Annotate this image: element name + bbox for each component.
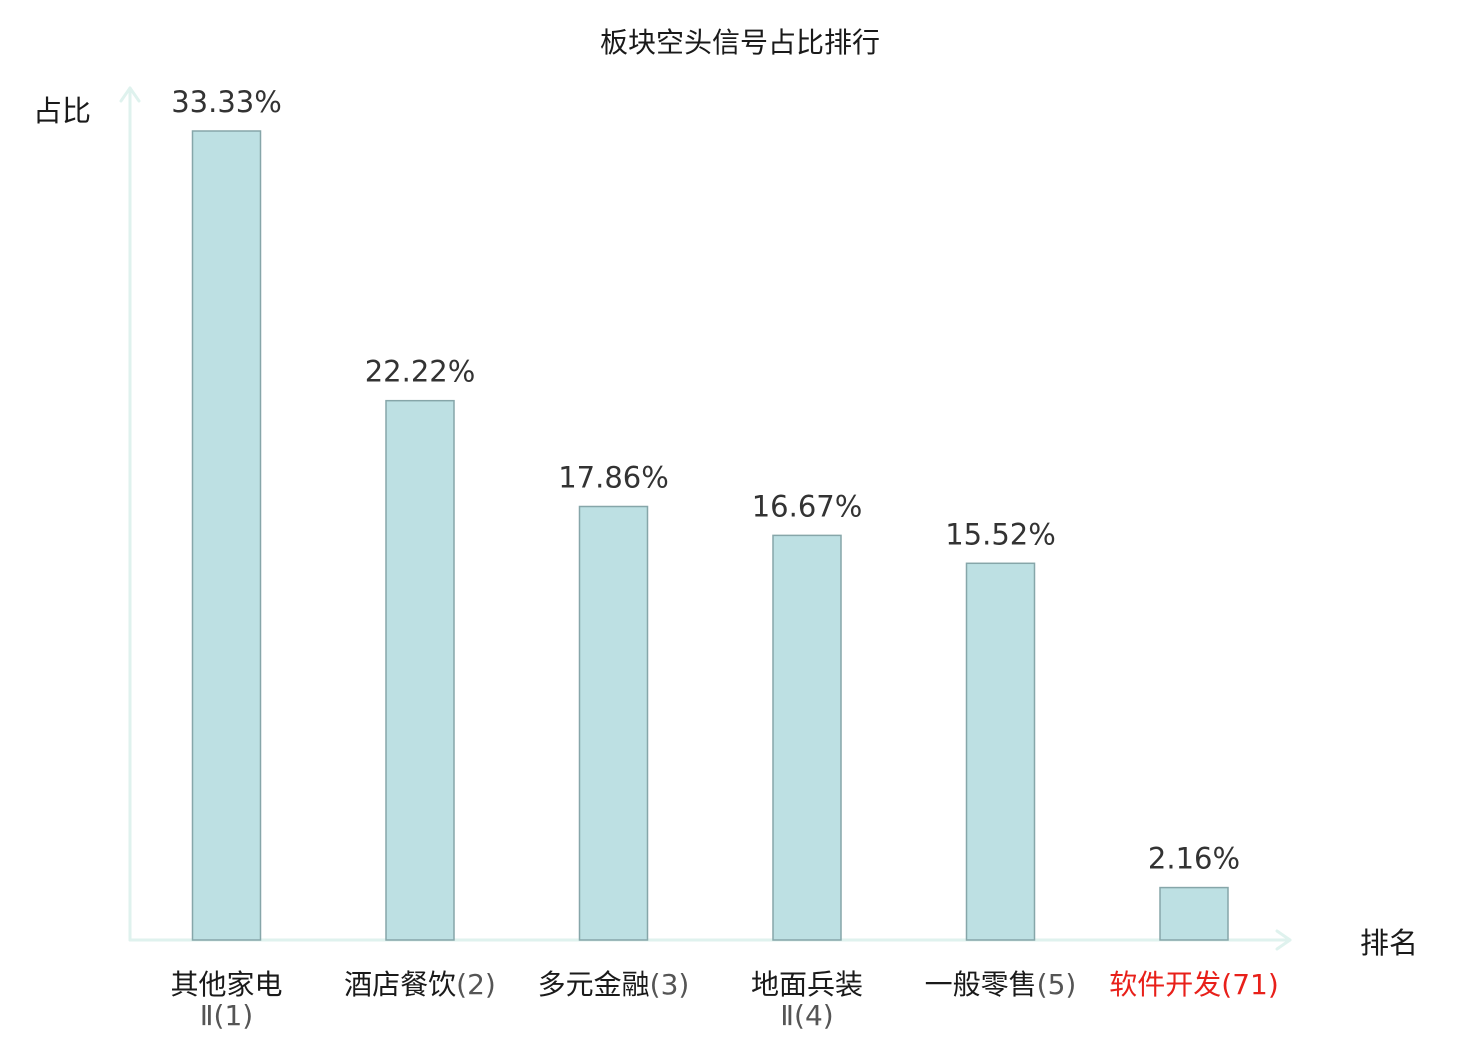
bars-group: 33.33% 其他家电 Ⅱ(1) 22.22% 酒店餐饮(2) 17.86% 多元金融(3)… <box>170 85 1278 1032</box>
y-axis-label: 占比 <box>33 94 91 128</box>
x-axis-label: 排名 <box>1360 926 1418 960</box>
data-label: 17.86% <box>558 460 669 494</box>
y-axis-arrow <box>119 86 141 103</box>
x-axis-arrow <box>1275 929 1292 951</box>
data-label: 16.67% <box>752 489 863 523</box>
data-label: 22.22% <box>365 355 476 389</box>
x-tick-label: 软件开发(71) <box>1109 968 1279 1001</box>
data-label: 15.52% <box>945 517 1056 551</box>
data-label: 2.16% <box>1148 842 1240 876</box>
x-tick-label: 一般零售(5) <box>925 968 1077 1001</box>
bar <box>1159 886 1229 941</box>
data-label: 33.33% <box>171 85 282 119</box>
bar <box>578 505 649 941</box>
bar <box>965 562 1036 941</box>
bar <box>191 130 262 941</box>
axes <box>119 86 1292 951</box>
bar <box>385 399 455 941</box>
x-tick-label: 地面兵装 Ⅱ(4) <box>751 968 863 1032</box>
x-tick-label: 酒店餐饮(2) <box>344 968 496 1001</box>
x-tick-label: 多元金融(3) <box>538 968 690 1001</box>
chart-title: 板块空头信号占比排行 <box>600 26 880 59</box>
x-tick-label: 其他家电 Ⅱ(1) <box>170 968 282 1032</box>
bar <box>772 534 842 941</box>
